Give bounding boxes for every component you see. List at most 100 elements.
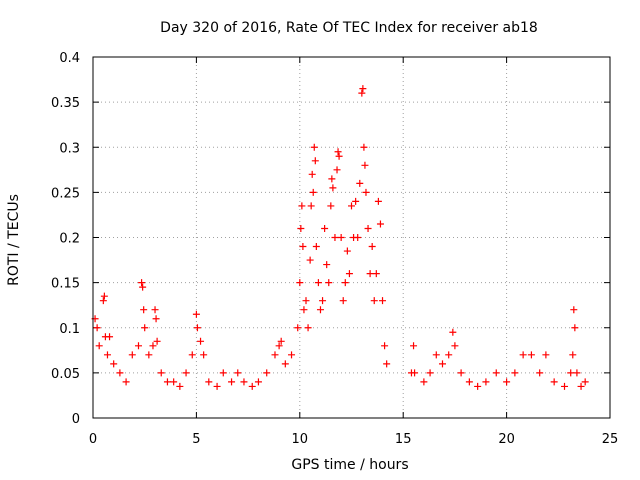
data-point — [106, 333, 114, 341]
data-point — [140, 306, 148, 314]
data-point — [366, 270, 374, 278]
data-point — [99, 297, 107, 305]
data-point — [219, 369, 227, 377]
y-tick-label: 0.3 — [59, 141, 80, 156]
data-point — [352, 197, 360, 205]
data-point — [300, 306, 308, 314]
data-point — [254, 378, 262, 386]
data-point — [200, 351, 208, 359]
data-point — [370, 297, 378, 305]
data-point — [294, 324, 302, 332]
data-point — [438, 360, 446, 368]
data-point — [116, 369, 124, 377]
data-point — [337, 234, 345, 241]
data-point — [345, 270, 353, 278]
data-point — [361, 161, 369, 169]
data-point — [307, 202, 315, 210]
data-points — [91, 85, 589, 390]
data-point — [410, 342, 418, 350]
data-point — [482, 378, 490, 386]
data-point — [281, 360, 289, 368]
data-point — [325, 279, 333, 287]
data-point — [306, 256, 314, 264]
data-point — [277, 337, 285, 345]
data-point — [170, 378, 178, 386]
data-point — [581, 378, 589, 386]
data-point — [197, 337, 205, 345]
data-point — [311, 157, 319, 165]
data-point — [536, 369, 544, 377]
axis-ticks: 0 5 10 15 20 25 0 0.05 0.1 0.15 0.2 0.25 0.3 0.35 0.4 — [51, 51, 618, 447]
data-point — [151, 306, 159, 314]
data-point — [139, 283, 147, 291]
data-point — [188, 351, 196, 359]
data-point — [354, 234, 362, 241]
data-point — [299, 243, 307, 251]
data-point — [329, 184, 337, 192]
data-point — [519, 351, 527, 359]
data-point — [93, 324, 101, 332]
data-point — [182, 369, 190, 377]
data-point — [205, 378, 213, 386]
data-point — [128, 351, 136, 359]
data-point — [451, 342, 459, 350]
data-point — [573, 369, 581, 377]
y-tick-label: 0.2 — [59, 232, 80, 247]
data-point — [374, 197, 382, 205]
data-point — [457, 369, 465, 377]
x-tick-label: 25 — [602, 432, 619, 447]
y-tick-label: 0.25 — [51, 186, 80, 201]
y-axis-label: ROTI / TECUs — [6, 194, 22, 286]
plot-frame — [92, 56, 611, 419]
x-tick-label: 15 — [395, 432, 412, 447]
data-point — [569, 351, 577, 359]
x-tick-label: 0 — [89, 432, 97, 447]
data-point — [157, 369, 165, 377]
data-point — [339, 297, 347, 305]
data-point — [193, 324, 201, 332]
data-point — [567, 369, 575, 377]
data-point — [511, 369, 519, 377]
data-point — [103, 351, 111, 359]
data-point — [141, 324, 149, 332]
data-point — [309, 188, 317, 196]
data-point — [122, 378, 130, 386]
chart-title: Day 320 of 2016, Rate Of TEC Index for r… — [160, 20, 538, 36]
data-point — [321, 224, 329, 232]
data-point — [296, 279, 304, 287]
x-tick-label: 20 — [498, 432, 515, 447]
data-point — [571, 324, 579, 332]
data-point — [248, 382, 256, 390]
data-point — [550, 378, 558, 386]
data-point — [474, 382, 482, 390]
data-point — [343, 247, 351, 255]
data-point — [314, 279, 322, 287]
data-point — [542, 351, 550, 359]
data-point — [465, 378, 473, 386]
data-point — [298, 202, 306, 210]
data-point — [240, 378, 248, 386]
data-point — [153, 337, 161, 345]
data-point — [334, 148, 342, 156]
data-point — [358, 89, 366, 97]
data-point — [411, 369, 419, 377]
data-point — [341, 279, 349, 287]
data-point — [331, 234, 339, 241]
data-point — [368, 243, 376, 251]
y-tick-label: 0.15 — [51, 277, 80, 292]
data-point — [383, 360, 391, 368]
y-tick-label: 0.1 — [59, 322, 80, 337]
data-point — [359, 85, 367, 93]
data-point — [449, 328, 457, 336]
data-point — [312, 243, 320, 251]
y-tick-label: 0 — [72, 412, 80, 427]
grid-lines — [93, 57, 610, 418]
data-point — [304, 324, 312, 332]
data-point — [561, 382, 569, 390]
data-point — [234, 369, 242, 377]
data-point — [110, 360, 118, 368]
data-point — [527, 351, 535, 359]
data-point — [263, 369, 271, 377]
data-point — [100, 292, 108, 300]
